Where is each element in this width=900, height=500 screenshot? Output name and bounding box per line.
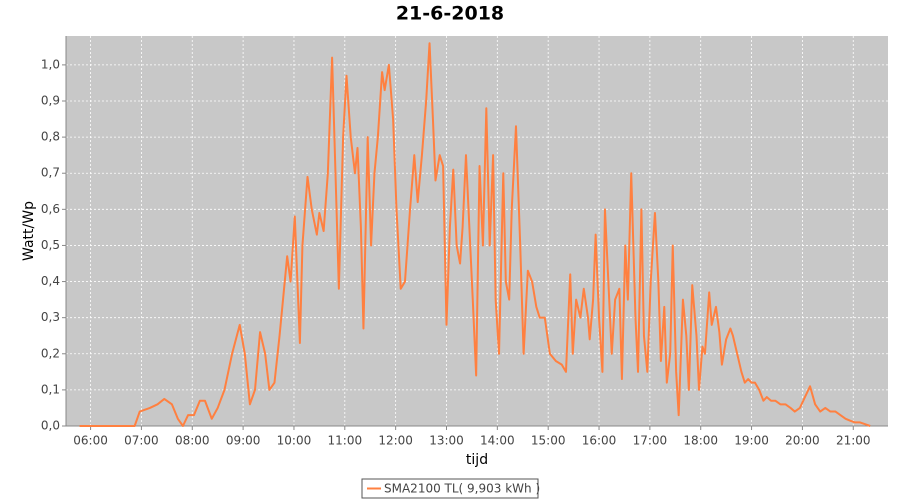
y-tick-label: 0,8 xyxy=(41,130,60,144)
y-tick-label: 1,0 xyxy=(41,57,60,71)
y-tick-label: 0,9 xyxy=(41,94,60,108)
x-tick-label: 16:00 xyxy=(582,434,617,448)
x-tick-label: 07:00 xyxy=(124,434,159,448)
y-tick-label: 0,1 xyxy=(41,382,60,396)
x-tick-label: 13:00 xyxy=(429,434,464,448)
y-tick-label: 0,2 xyxy=(41,346,60,360)
x-tick-label: 17:00 xyxy=(633,434,668,448)
x-tick-label: 12:00 xyxy=(378,434,413,448)
x-tick-label: 18:00 xyxy=(683,434,718,448)
x-tick-label: 19:00 xyxy=(734,434,769,448)
x-tick-label: 21:00 xyxy=(836,434,871,448)
y-tick-label: 0,7 xyxy=(41,166,60,180)
x-tick-label: 20:00 xyxy=(785,434,820,448)
legend xyxy=(361,478,539,499)
chart-title: 21-6-2018 xyxy=(396,3,504,25)
y-tick-label: 0,5 xyxy=(41,238,60,252)
x-tick-label: 15:00 xyxy=(531,434,566,448)
x-tick-label: 14:00 xyxy=(480,434,515,448)
x-tick-label: 11:00 xyxy=(328,434,363,448)
x-tick-label: 08:00 xyxy=(175,434,210,448)
y-tick-label: 0,0 xyxy=(41,419,60,433)
x-tick-label: 09:00 xyxy=(226,434,261,448)
series-line xyxy=(79,42,871,427)
legend-label: SMA2100 TL( 9,903 kWh ) xyxy=(384,482,540,496)
y-tick-label: 0,3 xyxy=(41,310,60,324)
x-tick-label: 10:00 xyxy=(277,434,312,448)
y-axis-label: Watt/Wp xyxy=(21,201,37,261)
y-tick-label: 0,4 xyxy=(41,274,60,288)
y-tick-label: 0,6 xyxy=(41,202,60,216)
x-tick-label: 06:00 xyxy=(73,434,108,448)
x-axis-label: tijd xyxy=(466,452,488,468)
